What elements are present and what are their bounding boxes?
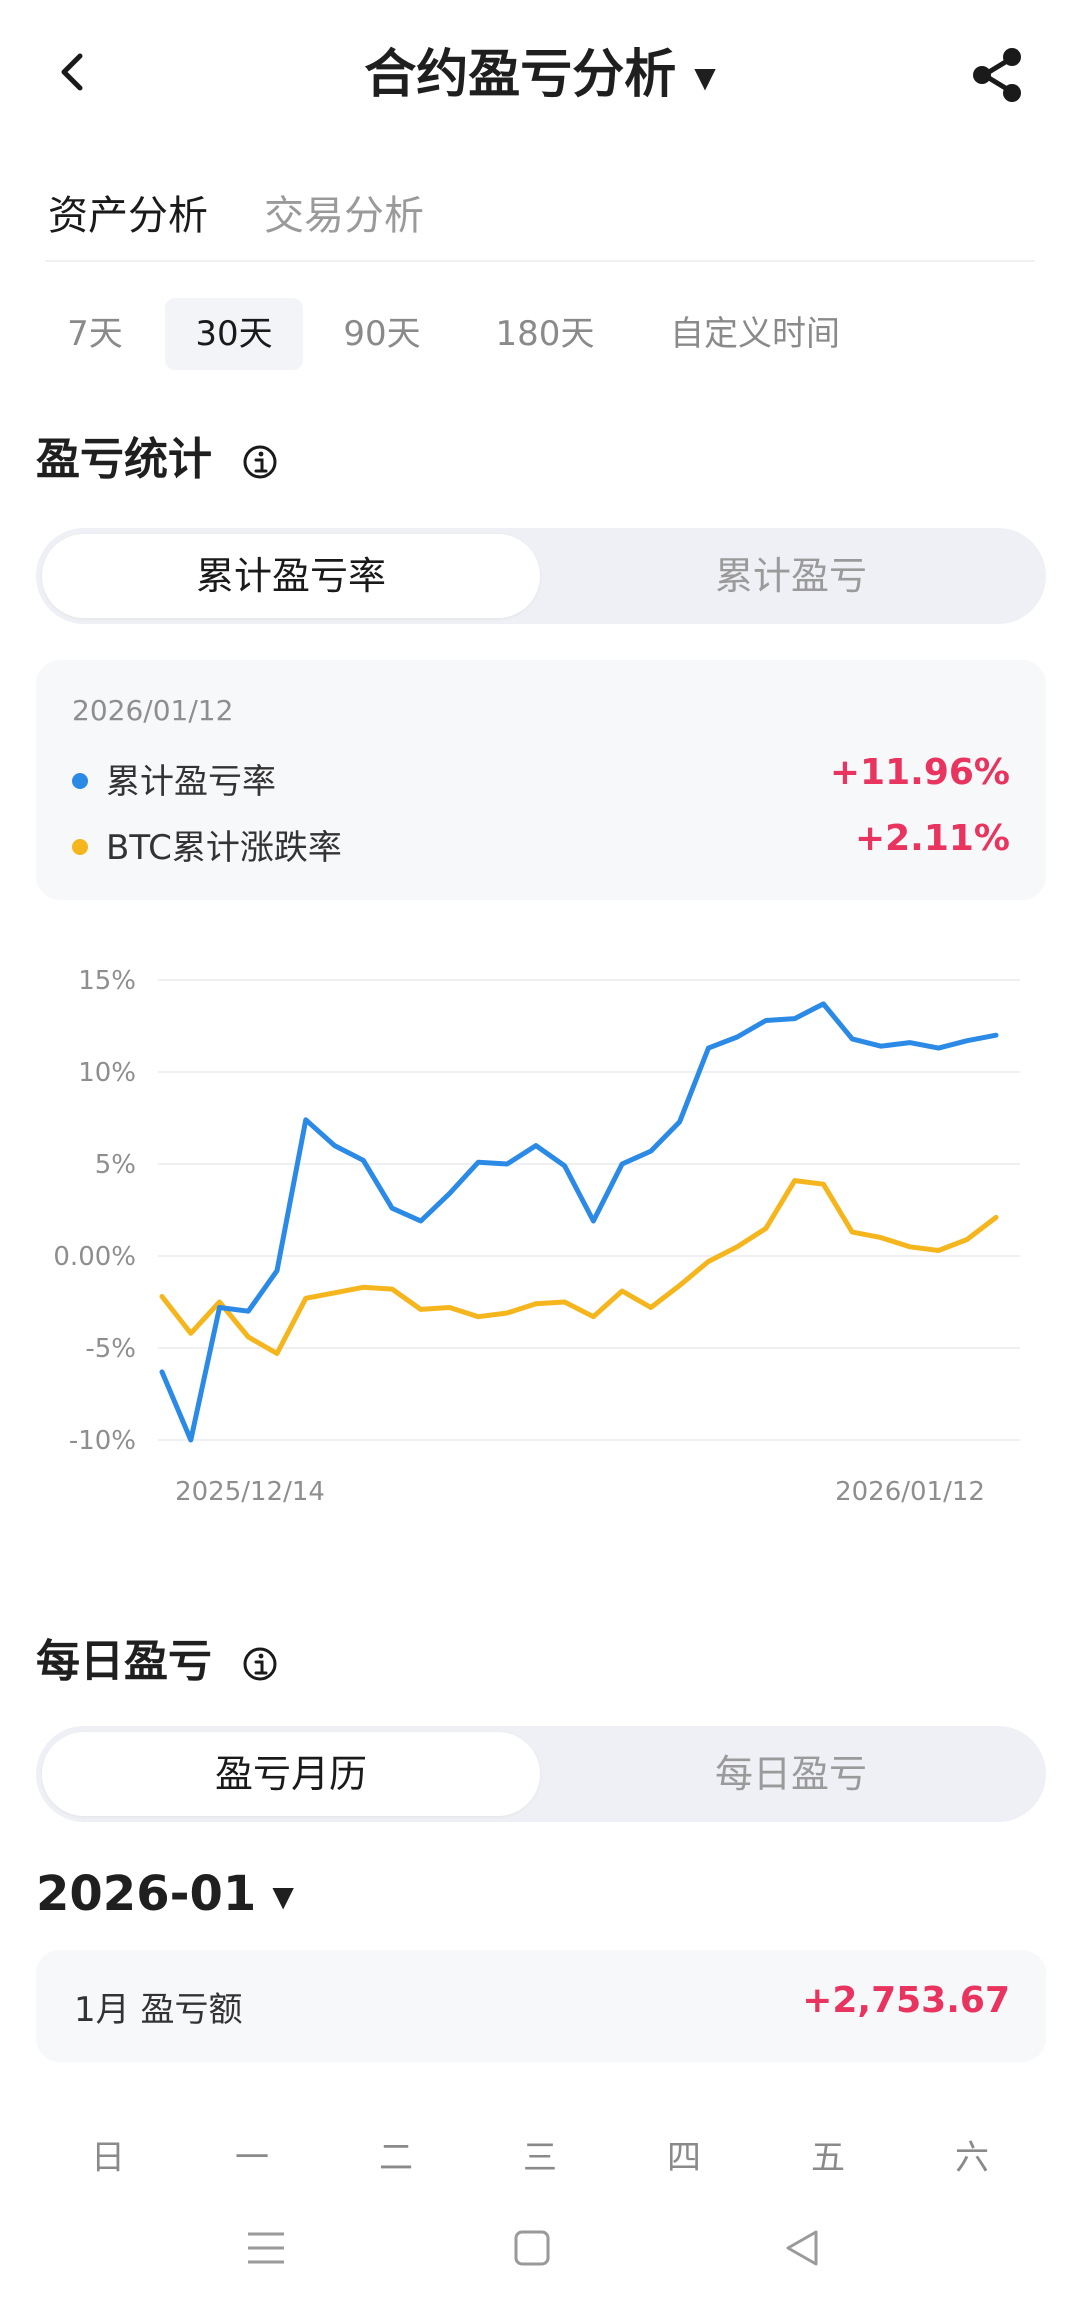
weekday-sun: 日 <box>91 2138 125 2178</box>
range-30d[interactable]: 30天 <box>165 298 303 370</box>
series-line-btc <box>159 1178 999 1356</box>
tab-trade-analysis[interactable]: 交易分析 <box>264 193 424 239</box>
chevron-left-icon[interactable] <box>52 52 92 92</box>
weekday-sat: 六 <box>955 2138 989 2178</box>
weekday-thu: 四 <box>667 2138 701 2178</box>
y-tick-label: -10% <box>69 1426 136 1456</box>
y-tick-label: 15% <box>78 966 136 996</box>
y-tick-label: 0.00% <box>53 1242 136 1272</box>
daily-segmented-control: 盈亏月历 每日盈亏 <box>36 1726 1046 1822</box>
yellow-dot-icon <box>72 838 88 855</box>
pnl-segmented-control: 累计盈亏率 累计盈亏 <box>36 528 1046 624</box>
divider <box>45 260 1035 262</box>
y-tick-label: 10% <box>78 1058 136 1088</box>
pnl-stats-card: 2026/01/12 累计盈亏率 +11.96% BTC累计涨跌率 +2.11% <box>36 660 1046 900</box>
weekday-mon: 一 <box>235 2138 269 2178</box>
y-tick-label: -5% <box>85 1334 136 1364</box>
month-summary-value: +2,753.67 <box>802 1980 1010 2021</box>
month-summary-card: 1月 盈亏额 +2,753.67 <box>36 1950 1046 2062</box>
page-title[interactable]: 合约盈亏分析 ▼ <box>0 40 1080 113</box>
weekday-fri: 五 <box>811 2138 845 2178</box>
tab-asset-analysis[interactable]: 资产分析 <box>48 193 208 239</box>
caret-down-icon: ▼ <box>272 1880 294 1913</box>
share-icon[interactable] <box>966 44 1028 106</box>
info-icon[interactable] <box>242 444 278 480</box>
square-icon[interactable] <box>506 2222 558 2274</box>
x-tick-label: 2025/12/14 <box>175 1477 325 1507</box>
range-7d[interactable]: 7天 <box>67 314 123 354</box>
month-label: 2026-01 <box>36 1866 257 1922</box>
weekday-tue: 二 <box>379 2138 413 2178</box>
legend-row-btc: BTC累计涨跌率 <box>72 820 342 869</box>
legend-label: 累计盈亏率 <box>106 762 276 802</box>
segment-daily-pnl[interactable]: 每日盈亏 <box>714 1752 867 1796</box>
pnl-stats-title: 盈亏统计 <box>36 434 212 485</box>
y-tick-label: 5% <box>95 1150 136 1180</box>
range-90d[interactable]: 90天 <box>343 314 421 354</box>
month-summary-label: 1月 盈亏额 <box>74 1990 243 2030</box>
info-icon[interactable] <box>242 1646 278 1682</box>
month-selector[interactable]: 2026-01 ▼ <box>36 1862 294 1929</box>
series-line-cumulative-rate <box>159 1001 999 1443</box>
cumulative-rate-value: +11.96% <box>829 752 1010 793</box>
segment-cumulative-pnl[interactable]: 累计盈亏 <box>714 554 867 598</box>
range-custom[interactable]: 自定义时间 <box>670 314 840 354</box>
caret-down-icon: ▼ <box>694 61 716 94</box>
pnl-line-chart[interactable]: 15% 10% 5% 0.00% -5% -10% 2025/12/14 2026/01/12 <box>40 940 1040 1540</box>
blue-dot-icon <box>72 772 88 789</box>
legend-label: BTC累计涨跌率 <box>106 828 342 868</box>
menu-icon[interactable] <box>240 2222 292 2274</box>
daily-pnl-title: 每日盈亏 <box>36 1636 212 1687</box>
legend-row-strategy: 累计盈亏率 <box>72 754 276 803</box>
segment-pnl-calendar[interactable]: 盈亏月历 <box>42 1732 540 1816</box>
page-title-text: 合约盈亏分析 <box>364 45 677 105</box>
triangle-back-icon[interactable] <box>776 2222 828 2274</box>
range-180d[interactable]: 180天 <box>495 314 595 354</box>
weekday-wed: 三 <box>523 2138 557 2178</box>
segment-cumulative-rate[interactable]: 累计盈亏率 <box>42 534 540 618</box>
x-tick-label: 2026/01/12 <box>835 1477 985 1507</box>
btc-rate-value: +2.11% <box>854 818 1010 859</box>
card-date: 2026/01/12 <box>72 694 234 727</box>
